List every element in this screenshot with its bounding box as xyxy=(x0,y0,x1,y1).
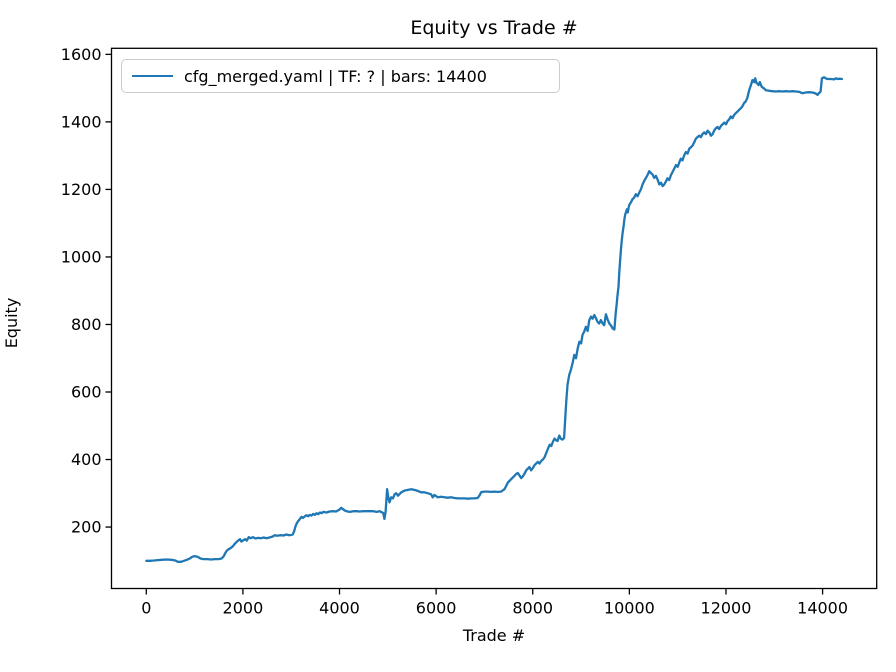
x-tick-label: 8000 xyxy=(512,599,553,618)
x-tick-label: 2000 xyxy=(223,599,264,618)
y-tick-label: 1200 xyxy=(61,180,102,199)
x-tick-label: 12000 xyxy=(701,599,752,618)
x-tick-label: 0 xyxy=(141,599,151,618)
x-tick-label: 4000 xyxy=(319,599,360,618)
x-axis-label: Trade # xyxy=(462,626,526,645)
y-axis-label: Equity xyxy=(2,297,21,349)
legend-line-swatch xyxy=(132,75,173,77)
y-tick-label: 400 xyxy=(71,450,102,469)
y-tick-label: 800 xyxy=(71,315,102,334)
chart-title: Equity vs Trade # xyxy=(410,17,578,39)
x-tick-label: 10000 xyxy=(604,599,655,618)
x-tick-label: 6000 xyxy=(416,599,457,618)
y-tick-label: 600 xyxy=(71,383,102,402)
y-tick-label: 200 xyxy=(71,518,102,537)
y-tick-label: 1000 xyxy=(61,247,102,266)
x-tick-label: 14000 xyxy=(797,599,848,618)
equity-line xyxy=(145,76,844,563)
legend-box: cfg_merged.yaml | TF: ? | bars: 14400 xyxy=(121,59,560,93)
axes-spines xyxy=(110,47,878,590)
y-tick-label: 1600 xyxy=(61,45,102,64)
legend-label: cfg_merged.yaml | TF: ? | bars: 14400 xyxy=(184,66,487,86)
y-tick-label: 1400 xyxy=(61,112,102,131)
